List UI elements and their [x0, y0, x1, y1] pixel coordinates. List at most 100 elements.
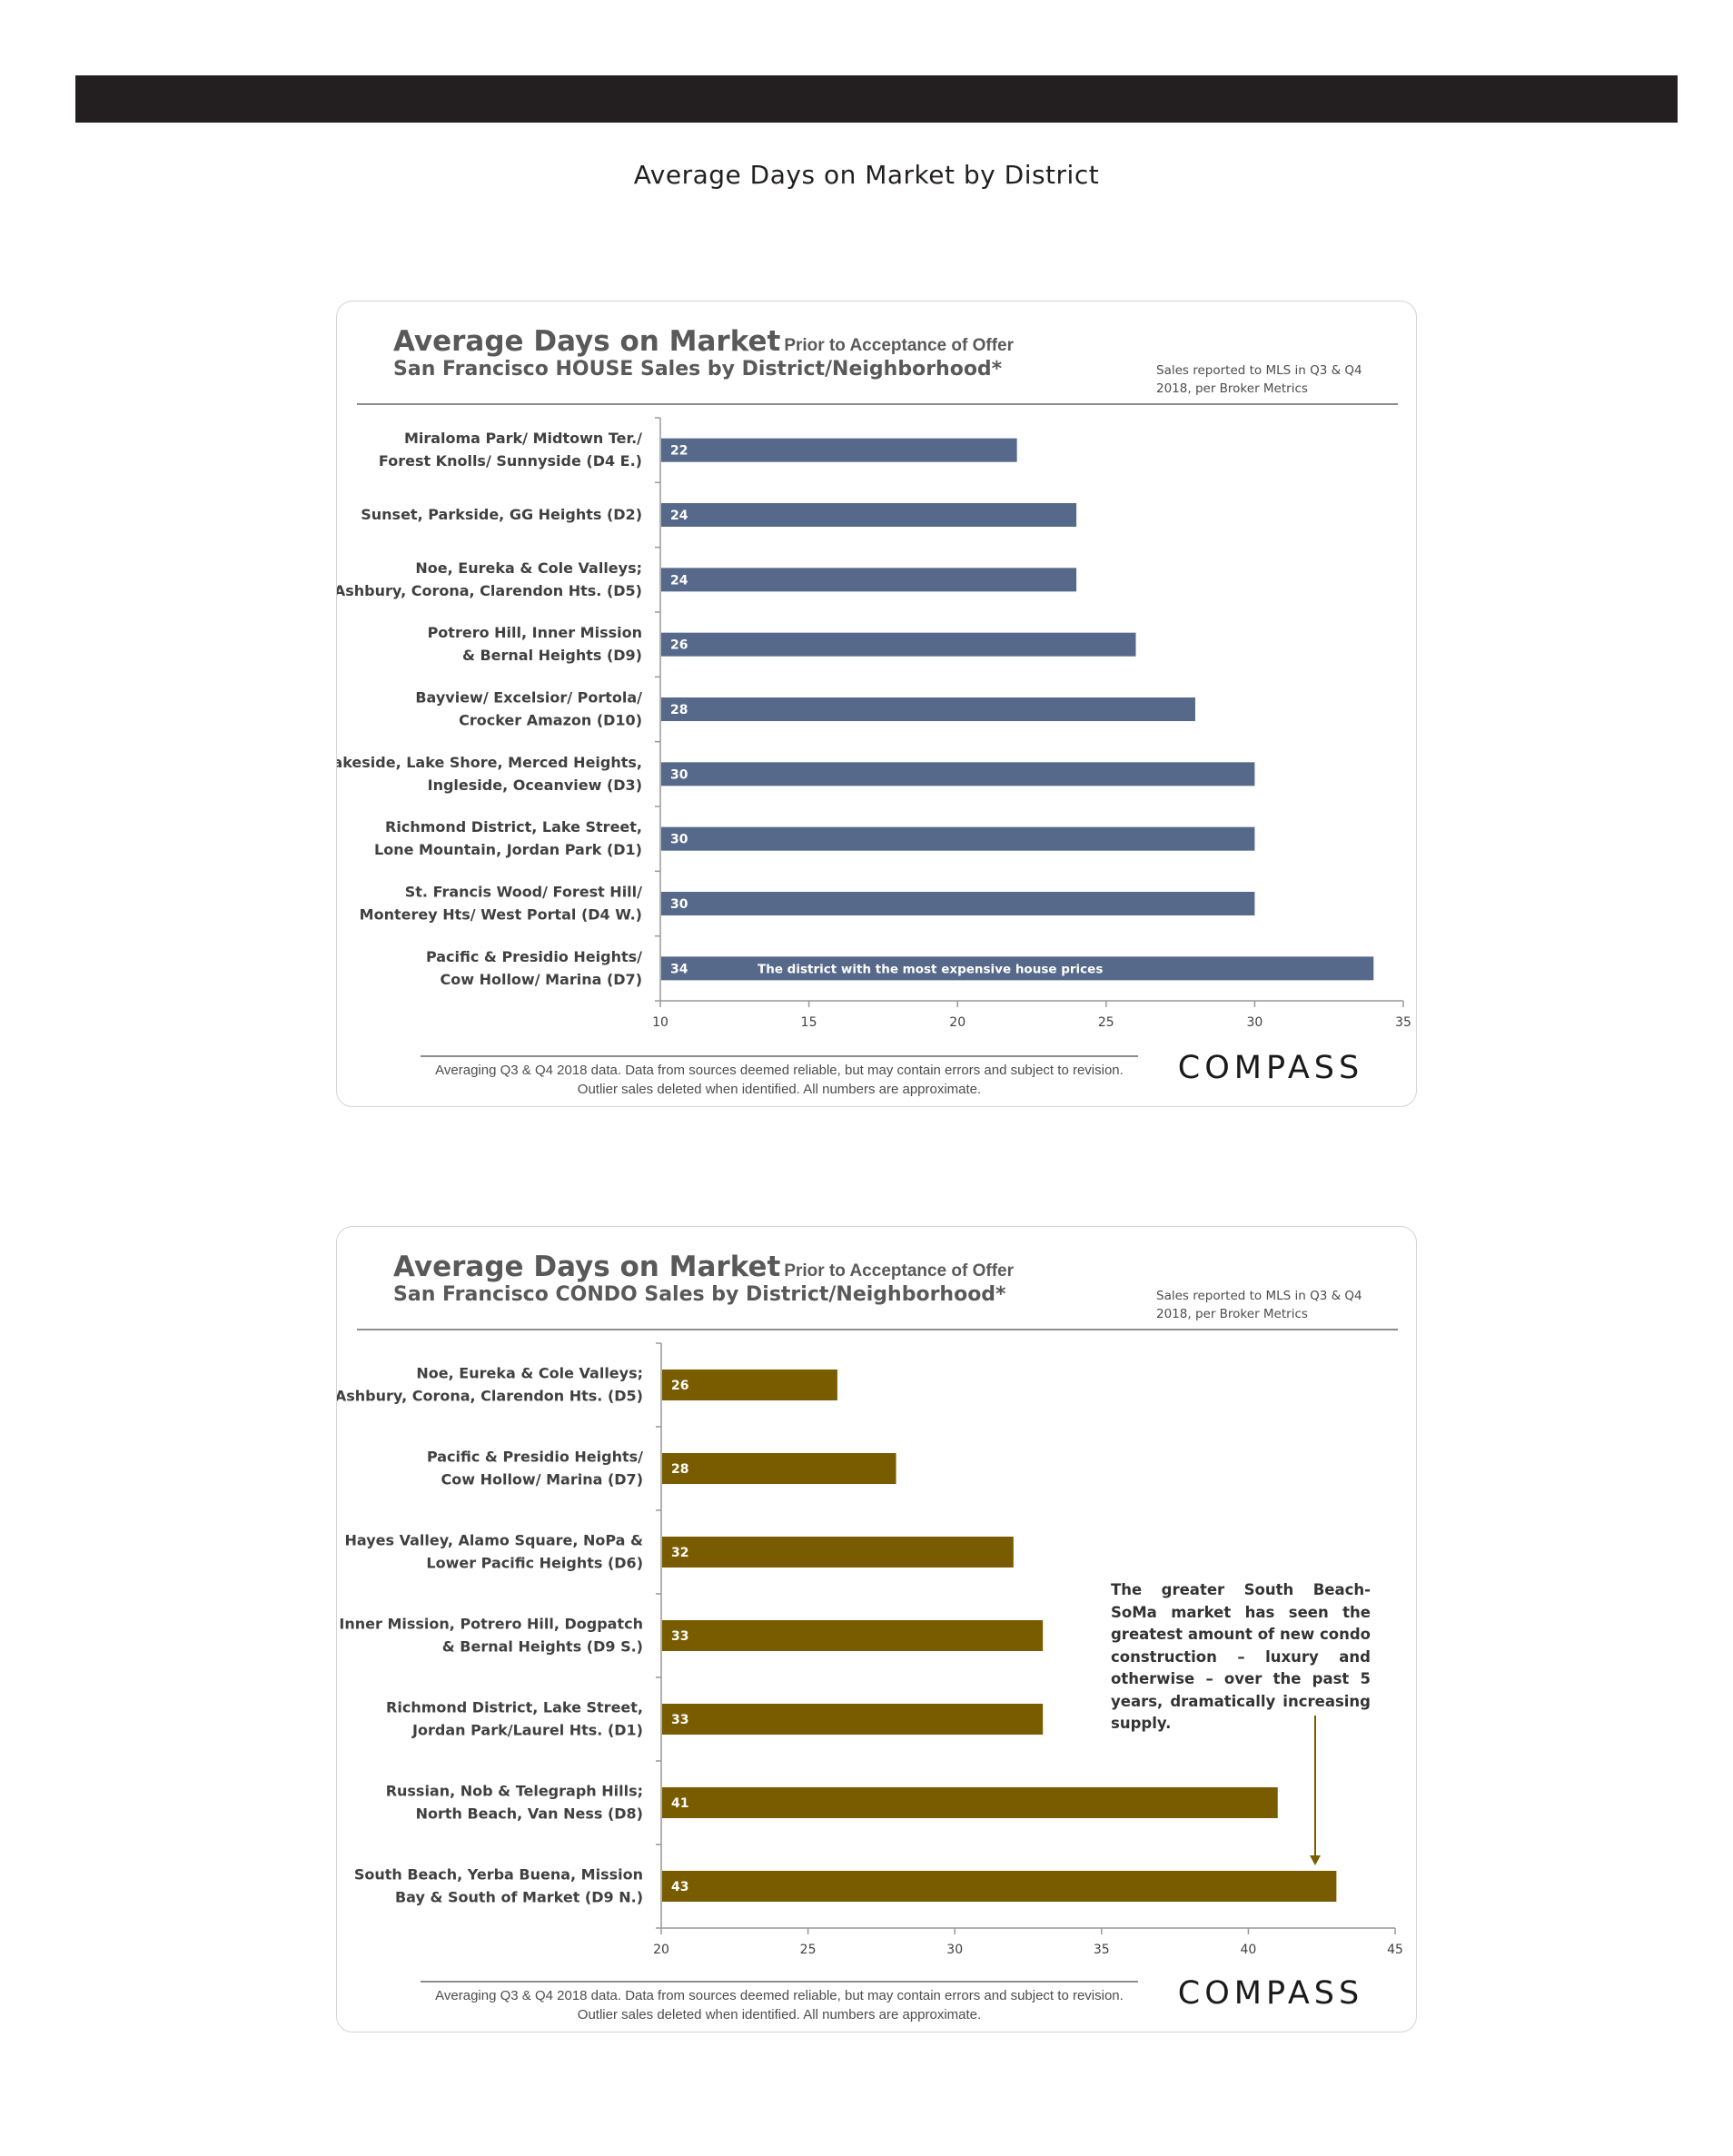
- category-label: Lower Pacific Heights (D6): [426, 1555, 643, 1572]
- bar: [662, 1453, 896, 1484]
- bar-value-label: 22: [670, 444, 688, 459]
- category-label: St. Francis Wood/ Forest Hill/: [405, 884, 642, 901]
- category-label: Bay & South of Market (D9 N.): [395, 1889, 643, 1906]
- bar-value-label: 24: [670, 509, 688, 523]
- bar-value-label: 34: [670, 962, 688, 976]
- chart-title: Average Days on Market Prior to Acceptanc…: [393, 325, 1014, 358]
- chart-title-main: Average Days on Market: [393, 1251, 781, 1283]
- footer-divider: [421, 1981, 1138, 1983]
- footer-note: Averaging Q3 & Q4 2018 data. Data from s…: [435, 1063, 1124, 1097]
- supply-callout-text: The greater South Beach-SoMa market has …: [1111, 1581, 1371, 1732]
- x-tick-label: 40: [1240, 1943, 1256, 1957]
- bar: [661, 762, 1255, 786]
- category-label: Lakeside, Lake Shore, Merced Heights,: [337, 754, 642, 771]
- category-label: Cow Hollow/ Marina (D7): [441, 1471, 643, 1488]
- compass-logo: COMPASS: [1177, 1050, 1364, 1086]
- bar-value-label: 28: [671, 1462, 688, 1477]
- category-label: North Beach, Van Ness (D8): [416, 1805, 643, 1823]
- category-label: Pacific & Presidio Heights/: [427, 1449, 643, 1466]
- source-note: Sales reported to MLS in Q3 & Q4 2018, p…: [1156, 1289, 1362, 1321]
- house-bar-chart: 10 15 20 25 30 35 22 Miraloma Park/ Midtown Ter…: [337, 417, 1411, 1030]
- x-tick-label: 10: [652, 1015, 668, 1030]
- x-tick-label: 15: [801, 1015, 817, 1030]
- page-title: Average Days on Market by District: [633, 160, 1100, 190]
- bar: [662, 1871, 1337, 1902]
- category-label: Ashbury, Corona, Clarendon Hts. (D5): [337, 1388, 643, 1405]
- category-label: Bayview/ Excelsior/ Portola/: [415, 689, 642, 707]
- category-label: & Bernal Heights (D9 S.): [442, 1638, 643, 1656]
- bar-value-label: 33: [671, 1629, 688, 1644]
- bar: [661, 438, 1017, 462]
- chart-title-suffix: Prior to Acceptance of Offer: [784, 336, 1015, 355]
- top-banner-bar: [75, 75, 1678, 123]
- x-tick-label: 35: [1094, 1943, 1110, 1957]
- bar-value-label: 30: [670, 897, 688, 912]
- bar: [661, 892, 1255, 915]
- bar-value-label: 28: [670, 703, 688, 717]
- bar: [662, 1620, 1044, 1651]
- chart-subtitle: San Francisco CONDO Sales by District/Ne…: [393, 1283, 1006, 1306]
- category-label: & Bernal Heights (D9): [462, 647, 642, 664]
- chart-subtitle: San Francisco HOUSE Sales by District/Ne…: [393, 358, 1003, 381]
- category-label: South Beach, Yerba Buena, Mission: [354, 1866, 643, 1884]
- category-label: Ashbury, Corona, Clarendon Hts. (D5): [337, 582, 642, 599]
- chart-title-main: Average Days on Market: [393, 325, 781, 358]
- category-label: Pacific & Presidio Heights/: [426, 948, 642, 965]
- chart-title: Average Days on Market Prior to Acceptanc…: [393, 1251, 1014, 1283]
- bar-annotation: The district with the most expensive hou…: [758, 962, 1103, 976]
- x-tick-label: 30: [946, 1943, 963, 1957]
- bar: [661, 503, 1077, 527]
- bar: [661, 956, 1374, 981]
- bar-value-label: 33: [671, 1713, 688, 1727]
- category-label: Monterey Hts/ West Portal (D4 W.): [360, 906, 642, 924]
- bar-value-label: 41: [671, 1796, 688, 1811]
- category-label: Richmond District, Lake Street,: [385, 818, 642, 836]
- category-label: Inner Mission, Potrero Hill, Dogpatch: [339, 1616, 643, 1633]
- header-divider: [357, 403, 1398, 405]
- category-label: Ingleside, Oceanview (D3): [428, 776, 642, 794]
- condo-chart-card: Average Days on Market Prior to Acceptanc…: [336, 1226, 1417, 2032]
- bar-value-label: 30: [670, 767, 688, 782]
- category-label: Russian, Nob & Telegraph Hills;: [386, 1783, 643, 1800]
- bar-value-label: 26: [671, 1379, 688, 1393]
- bar: [662, 1370, 837, 1400]
- bar: [661, 568, 1077, 592]
- bar: [662, 1787, 1278, 1818]
- bar: [661, 632, 1136, 657]
- bar: [661, 826, 1255, 851]
- x-tick-label: 30: [1246, 1015, 1263, 1030]
- category-label: Noe, Eureka & Cole Valleys;: [415, 559, 642, 577]
- bar-value-label: 32: [671, 1546, 688, 1560]
- x-tick-label: 35: [1395, 1015, 1411, 1030]
- category-label: Sunset, Parkside, GG Heights (D2): [361, 506, 642, 523]
- category-label: Potrero Hill, Inner Mission: [428, 624, 642, 641]
- x-tick-label: 20: [653, 1943, 669, 1957]
- category-label: Crocker Amazon (D10): [459, 712, 642, 729]
- bar: [662, 1537, 1014, 1568]
- source-note: Sales reported to MLS in Q3 & Q4 2018, p…: [1156, 363, 1362, 396]
- category-label: Forest Knolls/ Sunnyside (D4 E.): [379, 452, 642, 470]
- category-label: Jordan Park/Laurel Hts. (D1): [411, 1722, 643, 1739]
- x-tick-label: 45: [1387, 1943, 1403, 1957]
- footer-note: Averaging Q3 & Q4 2018 data. Data from s…: [435, 1988, 1124, 2022]
- bar-value-label: 43: [671, 1880, 688, 1894]
- x-tick-label: 25: [1098, 1015, 1114, 1030]
- category-label: Noe, Eureka & Cole Valleys;: [416, 1365, 643, 1382]
- compass-logo: COMPASS: [1177, 1975, 1364, 2012]
- category-label: Miraloma Park/ Midtown Ter./: [404, 430, 642, 447]
- house-chart-card: Average Days on Market Prior to Acceptanc…: [336, 301, 1417, 1107]
- x-tick-label: 25: [800, 1943, 817, 1957]
- x-tick-label: 20: [949, 1015, 966, 1030]
- condo-bar-chart: 20 25 30 35 40 45 26 Noe, Eureka & Cole Valleys…: [337, 1342, 1403, 1957]
- bar-value-label: 26: [670, 638, 688, 653]
- footer-divider: [421, 1055, 1138, 1057]
- category-label: Lone Mountain, Jordan Park (D1): [374, 841, 642, 858]
- category-label: Richmond District, Lake Street,: [386, 1699, 643, 1716]
- category-label: Cow Hollow/ Marina (D7): [440, 971, 642, 988]
- bar: [661, 697, 1195, 721]
- bar-value-label: 30: [670, 833, 688, 847]
- category-label: Hayes Valley, Alamo Square, NoPa &: [345, 1532, 644, 1549]
- chart-title-suffix: Prior to Acceptance of Offer: [784, 1261, 1015, 1281]
- bar-value-label: 24: [670, 573, 688, 588]
- bar: [662, 1704, 1044, 1735]
